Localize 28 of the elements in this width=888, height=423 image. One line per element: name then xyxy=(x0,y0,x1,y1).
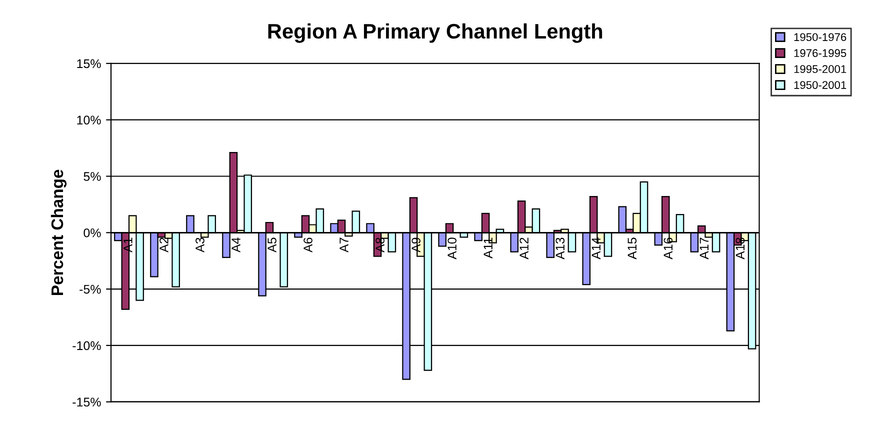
y-tick-label: -5% xyxy=(80,284,101,294)
x-tick-label: A6 xyxy=(304,238,312,252)
y-tick-label: 0% xyxy=(84,228,101,238)
x-tick-label: A14 xyxy=(592,238,600,260)
x-tick-label: A5 xyxy=(268,238,276,252)
x-tick-label: A7 xyxy=(340,238,348,252)
legend-label: 1976-1995 xyxy=(794,49,846,58)
x-tick-label: A2 xyxy=(160,238,168,252)
legend-label: 1995-2001 xyxy=(794,65,846,74)
x-tick-label: A18 xyxy=(736,238,745,260)
x-tick-label: A13 xyxy=(556,238,565,260)
y-tick-label: -10% xyxy=(72,341,101,350)
y-axis-title: Percent Change xyxy=(50,170,67,295)
x-tick-label: A16 xyxy=(664,238,673,260)
y-tick-label: 5% xyxy=(84,172,101,181)
x-tick-label: A3 xyxy=(196,238,204,252)
y-tick-label: -15% xyxy=(72,398,101,406)
x-tick-label: A15 xyxy=(628,238,637,260)
chart-title: Region A Primary Channel Length xyxy=(268,23,602,43)
x-tick-label: A10 xyxy=(448,238,456,260)
x-tick-label: A4 xyxy=(232,238,240,252)
legend-label: 1950-1976 xyxy=(794,33,846,42)
y-tick-label: 15% xyxy=(77,59,101,68)
x-tick-label: A12 xyxy=(520,238,528,260)
legend-label: 1950-2001 xyxy=(794,81,846,89)
x-tick-label: A17 xyxy=(700,238,708,260)
x-tick-label: A11 xyxy=(484,238,492,258)
y-tick-label: 10% xyxy=(77,116,101,124)
